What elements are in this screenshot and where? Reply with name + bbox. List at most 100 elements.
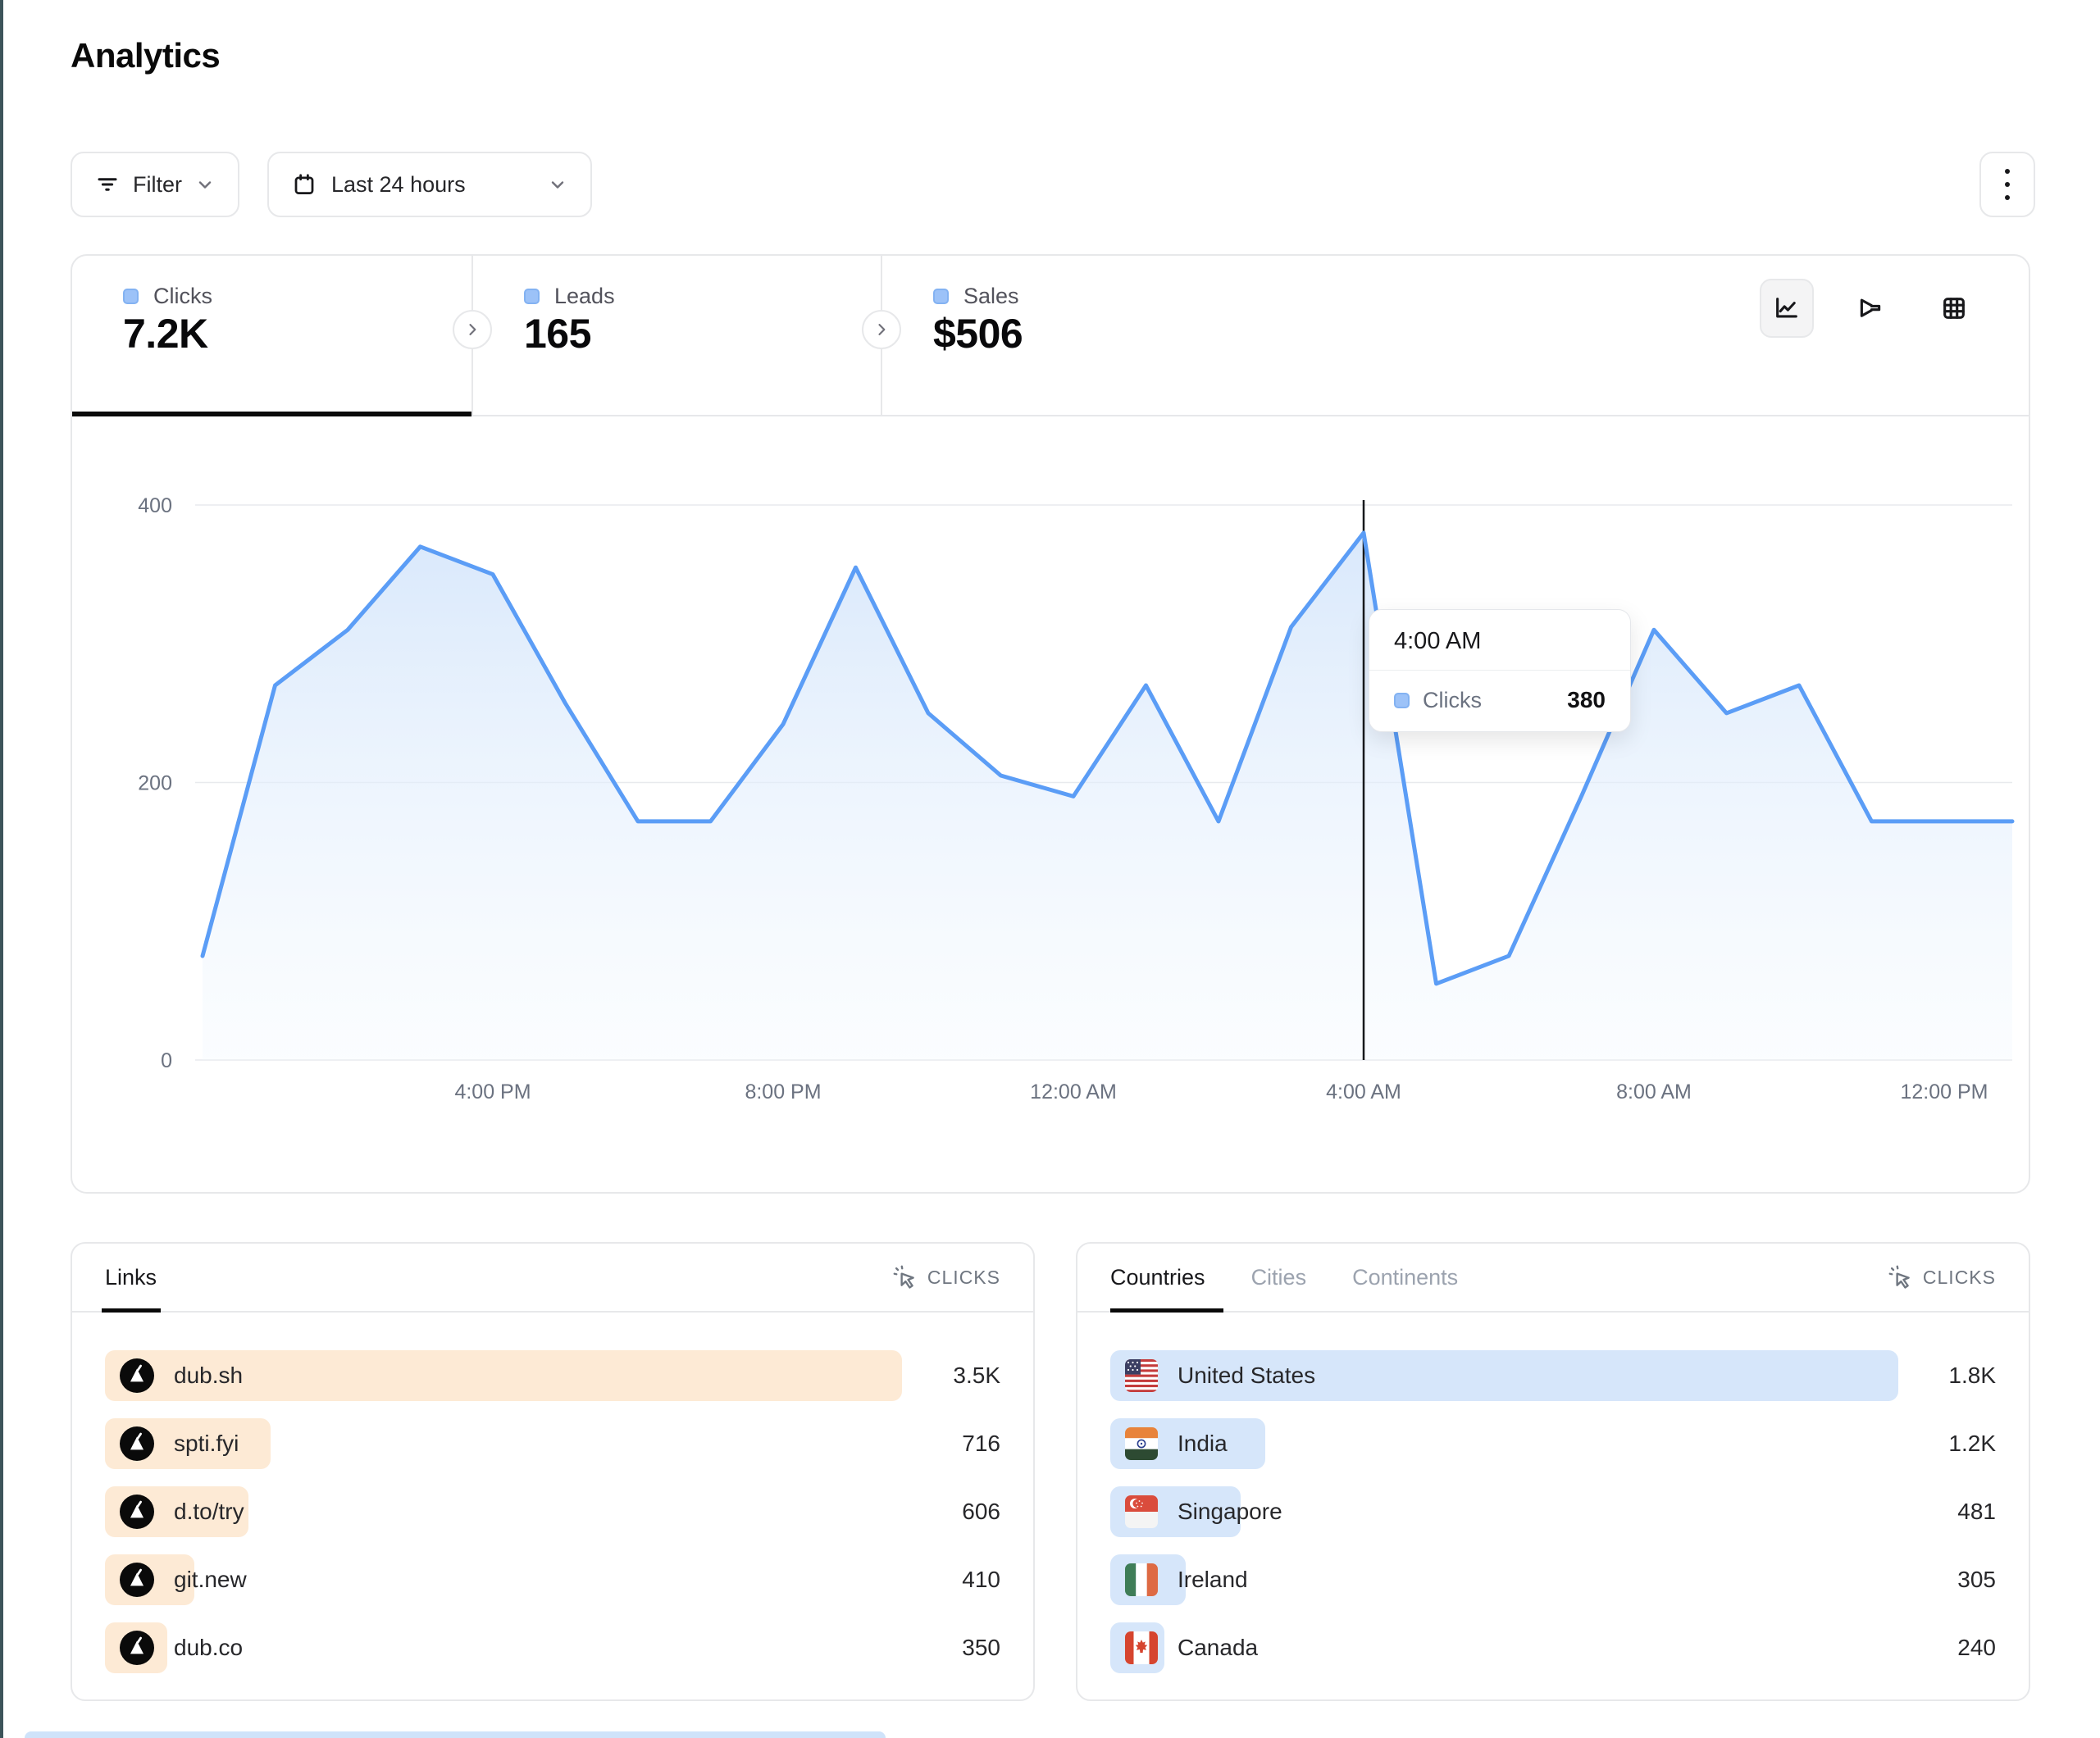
flag-singapore-icon — [1125, 1495, 1158, 1528]
stat-value: 7.2K — [123, 311, 208, 357]
stat-label: Sales — [963, 284, 1019, 308]
flag-ireland-icon — [1125, 1563, 1158, 1596]
item-label: United States — [1178, 1363, 1316, 1388]
tab-links[interactable]: Links — [105, 1264, 157, 1290]
item-value: 1.2K — [1948, 1431, 1996, 1456]
chevron-down-icon — [195, 175, 215, 194]
y-tick-label: 0 — [161, 1049, 172, 1072]
area-fill — [203, 532, 2012, 1060]
leads-series-bullet — [524, 289, 540, 304]
list-item-d.to/try[interactable]: d.to/try 606 — [105, 1486, 1000, 1537]
chart-tooltip: 4:00 AM Clicks 380 — [1369, 609, 1631, 732]
item-label: d.to/try — [174, 1499, 244, 1524]
item-label: git.new — [174, 1567, 247, 1592]
more-options-button[interactable] — [1979, 152, 2035, 217]
line-chart-icon — [1776, 298, 1797, 318]
below-fold-element — [25, 1731, 886, 1738]
analytics-card: Clicks 7.2K Leads 165 Sales $506 — [71, 254, 2030, 1194]
item-value: 240 — [1957, 1635, 1996, 1660]
calendar-icon — [292, 172, 317, 197]
tooltip-value: 380 — [1567, 687, 1606, 712]
tab-countries[interactable]: Countries — [1110, 1264, 1205, 1290]
stat-label: Clicks — [153, 284, 212, 308]
table-grid-icon — [1943, 298, 1965, 319]
funnel-view-button[interactable] — [1843, 279, 1897, 338]
cursor-click-icon — [1888, 1265, 1910, 1289]
item-value: 3.5K — [953, 1363, 1000, 1388]
links-active-underline — [102, 1308, 161, 1313]
chevron-down-icon — [548, 175, 567, 194]
list-item-spti.fyi[interactable]: spti.fyi 716 — [105, 1418, 1000, 1469]
list-item-git.new[interactable]: git.new 410 — [105, 1554, 1000, 1605]
x-tick-label: 8:00 PM — [745, 1081, 821, 1103]
metric-label: CLICKS — [927, 1266, 1000, 1288]
flag-canada-icon — [1125, 1631, 1158, 1664]
list-item-canada[interactable]: Canada 240 — [1110, 1622, 1996, 1673]
dub-logo-icon — [120, 1631, 154, 1665]
item-value: 1.8K — [1948, 1363, 1996, 1388]
page-title: Analytics — [71, 36, 221, 75]
list-item-india[interactable]: India 1.2K — [1110, 1418, 1996, 1469]
item-label: Canada — [1178, 1635, 1259, 1660]
clicks-line — [200, 530, 2015, 986]
dub-logo-icon — [120, 1358, 154, 1393]
tab-cities[interactable]: Cities — [1250, 1264, 1307, 1290]
filter-button[interactable]: Filter — [71, 152, 239, 217]
expand-leads-button[interactable] — [862, 310, 901, 349]
x-tick-label: 8:00 AM — [1616, 1081, 1692, 1103]
item-label: Singapore — [1178, 1499, 1282, 1524]
stat-label: Leads — [554, 284, 615, 308]
item-label: India — [1178, 1431, 1228, 1456]
links-metric-selector[interactable]: CLICKS — [893, 1265, 1000, 1290]
dub-logo-icon — [120, 1495, 154, 1529]
countries-metric-selector[interactable]: CLICKS — [1888, 1265, 1996, 1290]
x-tick-label: 4:00 PM — [454, 1081, 531, 1103]
dub-logo-icon — [120, 1563, 154, 1597]
item-value: 716 — [962, 1431, 1000, 1456]
list-item-dub.co[interactable]: dub.co 350 — [105, 1622, 1000, 1673]
list-item-singapore[interactable]: Singapore 481 — [1110, 1486, 1996, 1537]
stat-tab-sales[interactable]: Sales $506 — [882, 256, 1292, 416]
tab-continents[interactable]: Continents — [1352, 1264, 1459, 1290]
x-tick-label: 4:00 AM — [1326, 1081, 1401, 1103]
tooltip-series-bullet — [1394, 692, 1410, 708]
filter-button-label: Filter — [133, 171, 182, 197]
x-tick-label: 12:00 AM — [1030, 1081, 1117, 1103]
stat-tab-leads[interactable]: Leads 165 — [473, 256, 881, 416]
item-label: dub.sh — [174, 1363, 244, 1388]
left-accent-border — [0, 0, 3, 1738]
flag-india-icon — [1125, 1427, 1158, 1460]
stat-tab-clicks[interactable]: Clicks 7.2K — [72, 256, 471, 416]
x-tick-label: 12:00 PM — [1900, 1081, 1988, 1103]
countries-panel: Countries Cities Continents CLICKS Unite… — [1076, 1242, 2030, 1701]
sales-series-bullet — [933, 289, 949, 304]
expand-clicks-button[interactable] — [453, 310, 492, 349]
table-view-button[interactable] — [1927, 279, 1981, 338]
item-value: 305 — [1957, 1567, 1996, 1592]
item-label: dub.co — [174, 1635, 244, 1660]
links-panel: Links CLICKS dub.sh 3.5K spti.fyi 716 d.to/t… — [71, 1242, 1035, 1701]
stat-value: 165 — [524, 311, 591, 357]
x-axis-labels: 4:00 PM 8:00 PM 12:00 AM 4:00 AM 8:00 AM 12:0… — [454, 1081, 1988, 1103]
item-value: 350 — [962, 1635, 1000, 1660]
list-item-united-states[interactable]: United States 1.8K — [1110, 1350, 1996, 1401]
metric-label: CLICKS — [1922, 1266, 1996, 1288]
item-label: Ireland — [1178, 1567, 1248, 1592]
stats-header: Clicks 7.2K Leads 165 Sales $506 — [72, 256, 2029, 416]
countries-active-underline — [1110, 1308, 1223, 1313]
list-item-ireland[interactable]: Ireland 305 — [1110, 1554, 1996, 1605]
filter-icon — [95, 172, 120, 197]
value-bar — [105, 1350, 902, 1401]
date-range-button[interactable]: Last 24 hours — [267, 152, 592, 217]
funnel-icon — [1860, 298, 1881, 317]
line-chart-view-button[interactable] — [1760, 279, 1814, 338]
tooltip-time: 4:00 AM — [1369, 610, 1630, 671]
y-tick-label: 400 — [138, 494, 172, 517]
y-axis-labels: 0 200 400 — [138, 494, 172, 1072]
list-item-dub.sh[interactable]: dub.sh 3.5K — [105, 1350, 1000, 1401]
active-tab-indicator — [72, 412, 471, 416]
clicks-series-bullet — [123, 289, 139, 304]
tooltip-series-label: Clicks — [1423, 687, 1482, 712]
clicks-timeseries-chart[interactable]: 0 200 400 4:00 PM 8:00 PM 12:00 AM 4:00 AM 8:0… — [72, 418, 2032, 1194]
